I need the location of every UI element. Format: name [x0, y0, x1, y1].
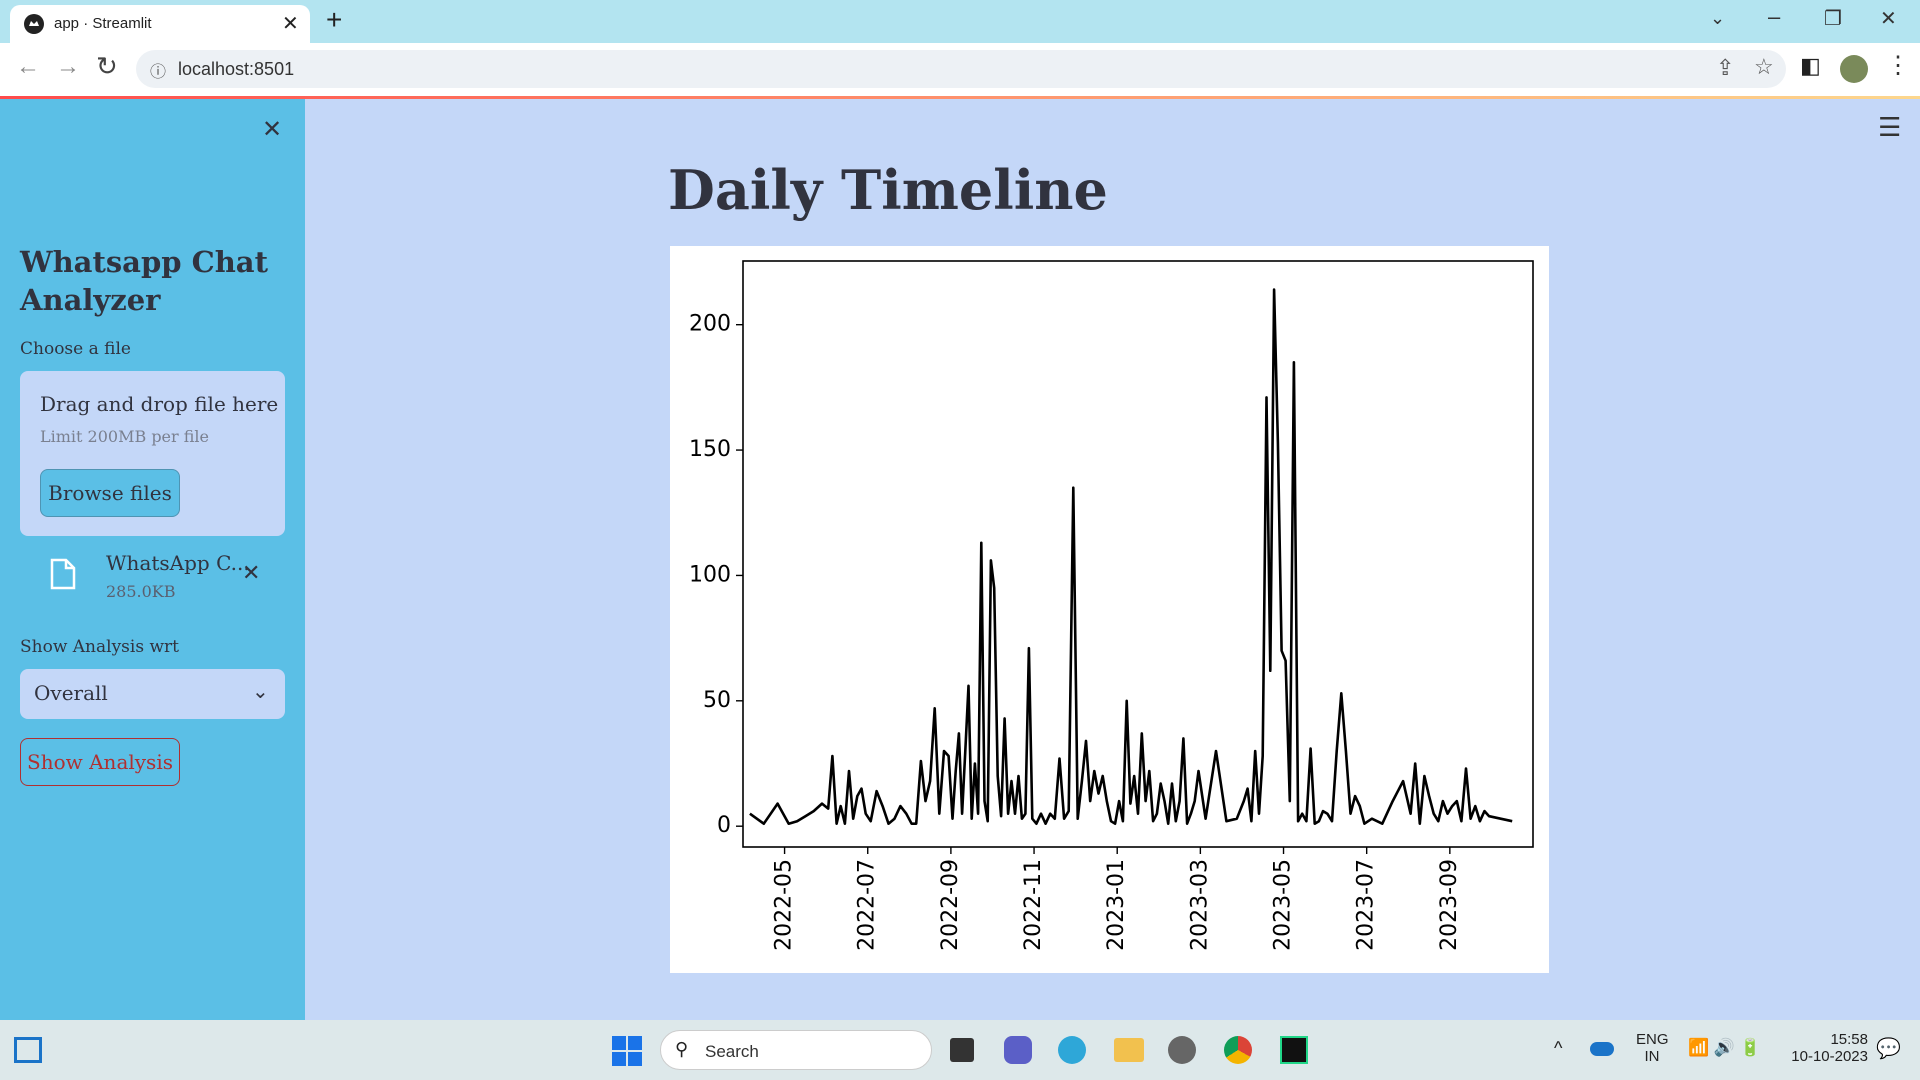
bookmark[interactable]: ☆ [1754, 54, 1774, 79]
language[interactable]: ENG IN [1636, 1031, 1669, 1065]
tray-expand[interactable]: ^ [1554, 1038, 1563, 1058]
x-tick-label: 2022-05 [772, 859, 797, 951]
task-view[interactable] [950, 1038, 974, 1062]
y-tick-label: 200 [689, 312, 731, 337]
profile[interactable] [1840, 55, 1868, 83]
x-tick-label: 2023-05 [1271, 859, 1296, 951]
select-label: Show Analysis wrt [20, 637, 179, 657]
x-tick-label: 2022-09 [938, 859, 963, 951]
time: 15:58 [1830, 1031, 1868, 1048]
menu[interactable]: ⋮ [1886, 52, 1910, 79]
x-tick-label: 2023-09 [1437, 859, 1462, 951]
limit-text: Limit 200MB per file [40, 427, 210, 446]
x-tick-label: 2023-01 [1104, 859, 1129, 951]
onedrive[interactable] [1590, 1042, 1614, 1056]
site-info[interactable]: ⓘ [150, 64, 167, 81]
x-tick-label: 2022-11 [1021, 859, 1046, 951]
app-menu[interactable]: ☰ [1878, 112, 1902, 142]
select-value: Overall [34, 681, 108, 705]
header-accent [0, 96, 1920, 99]
tab-icon [24, 14, 44, 34]
browse-button[interactable]: Browse files [40, 469, 180, 517]
notifications[interactable]: 💬 [1876, 1038, 1901, 1060]
search-text: Search [705, 1042, 759, 1061]
close-tab[interactable]: ✕ [282, 13, 299, 35]
file-name: WhatsApp C... [106, 551, 250, 575]
show-analysis-button[interactable]: Show Analysis [20, 738, 180, 786]
sidebar-title: Whatsapp Chat Analyzer [20, 245, 268, 317]
search-box[interactable]: ⚲ Search [660, 1030, 932, 1070]
share[interactable]: ⇪ [1716, 55, 1735, 80]
edge[interactable] [1058, 1036, 1086, 1064]
maximize[interactable]: ❐ [1824, 8, 1842, 30]
select-arrow: ⌄ [252, 679, 269, 703]
teams[interactable] [1004, 1036, 1032, 1064]
region-code: IN [1644, 1048, 1660, 1065]
uploader-label: Choose a file [20, 339, 131, 359]
page-title: Daily Timeline [668, 158, 1108, 222]
back[interactable]: ← [16, 53, 40, 80]
y-tick-label: 50 [703, 688, 731, 713]
pycharm[interactable] [1280, 1036, 1308, 1064]
new-tab[interactable]: + [326, 4, 343, 35]
select-box[interactable]: Overall ⌄ [20, 669, 285, 719]
chrome[interactable] [1224, 1036, 1252, 1064]
file-icon [50, 558, 76, 590]
close-window[interactable]: ✕ [1880, 8, 1897, 30]
minimize[interactable]: – [1768, 4, 1781, 29]
tab-title: app · Streamlit [54, 15, 152, 32]
omnibox[interactable]: ⓘ localhost:8501 ⇪ ☆ [136, 50, 1786, 88]
settings[interactable] [1168, 1036, 1196, 1064]
line [749, 288, 1513, 825]
y-tick-label: 150 [689, 437, 731, 462]
address-bar: ← → ↻ ⓘ localhost:8501 ⇪ ☆ ◧ ⋮ [0, 43, 1920, 96]
plot-frame [742, 260, 1534, 848]
widgets[interactable] [14, 1037, 42, 1063]
chart: 0 50 100 150 200 2022-05 2022-07 2022-09 2022-11… [670, 246, 1549, 973]
side-panel[interactable]: ◧ [1800, 53, 1821, 78]
reload[interactable]: ↻ [96, 51, 118, 81]
language-code: ENG [1636, 1031, 1669, 1048]
file-size: 285.0KB [106, 582, 176, 601]
browser-tab[interactable]: app · Streamlit ✕ [10, 5, 310, 43]
file-explorer[interactable] [1114, 1038, 1144, 1062]
tab-bar: app · Streamlit ✕ + ⌄ – ❐ ✕ [0, 0, 1920, 43]
tab-search[interactable]: ⌄ [1710, 8, 1726, 28]
url: localhost:8501 [178, 59, 295, 79]
forward[interactable]: → [56, 53, 80, 80]
y-tick-label: 100 [689, 562, 731, 587]
drop-zone[interactable]: Drag and drop file here Limit 200MB per … [20, 371, 285, 536]
y-tick-label: 0 [717, 813, 731, 838]
taskbar: ⚲ Search ^ ENG IN 📶 🔊 🔋 15:58 10-10-2023 💬 [0, 1020, 1920, 1080]
x-tick-label: 2023-03 [1187, 859, 1212, 951]
remove-file[interactable]: ✕ [242, 561, 261, 586]
drop-text: Drag and drop file here [40, 392, 279, 416]
network-volume-battery[interactable]: 📶 🔊 🔋 [1688, 1038, 1761, 1057]
sidebar: ✕ Whatsapp Chat Analyzer Choose a file D… [0, 99, 305, 1020]
x-tick-label: 2022-07 [855, 859, 880, 951]
clock[interactable]: 15:58 10-10-2023 [1784, 1031, 1868, 1065]
close-sidebar[interactable]: ✕ [262, 115, 283, 143]
start-button[interactable] [612, 1036, 642, 1066]
x-tick-label: 2023-07 [1354, 859, 1379, 951]
date: 10-10-2023 [1791, 1048, 1868, 1065]
search-icon: ⚲ [675, 1039, 689, 1059]
